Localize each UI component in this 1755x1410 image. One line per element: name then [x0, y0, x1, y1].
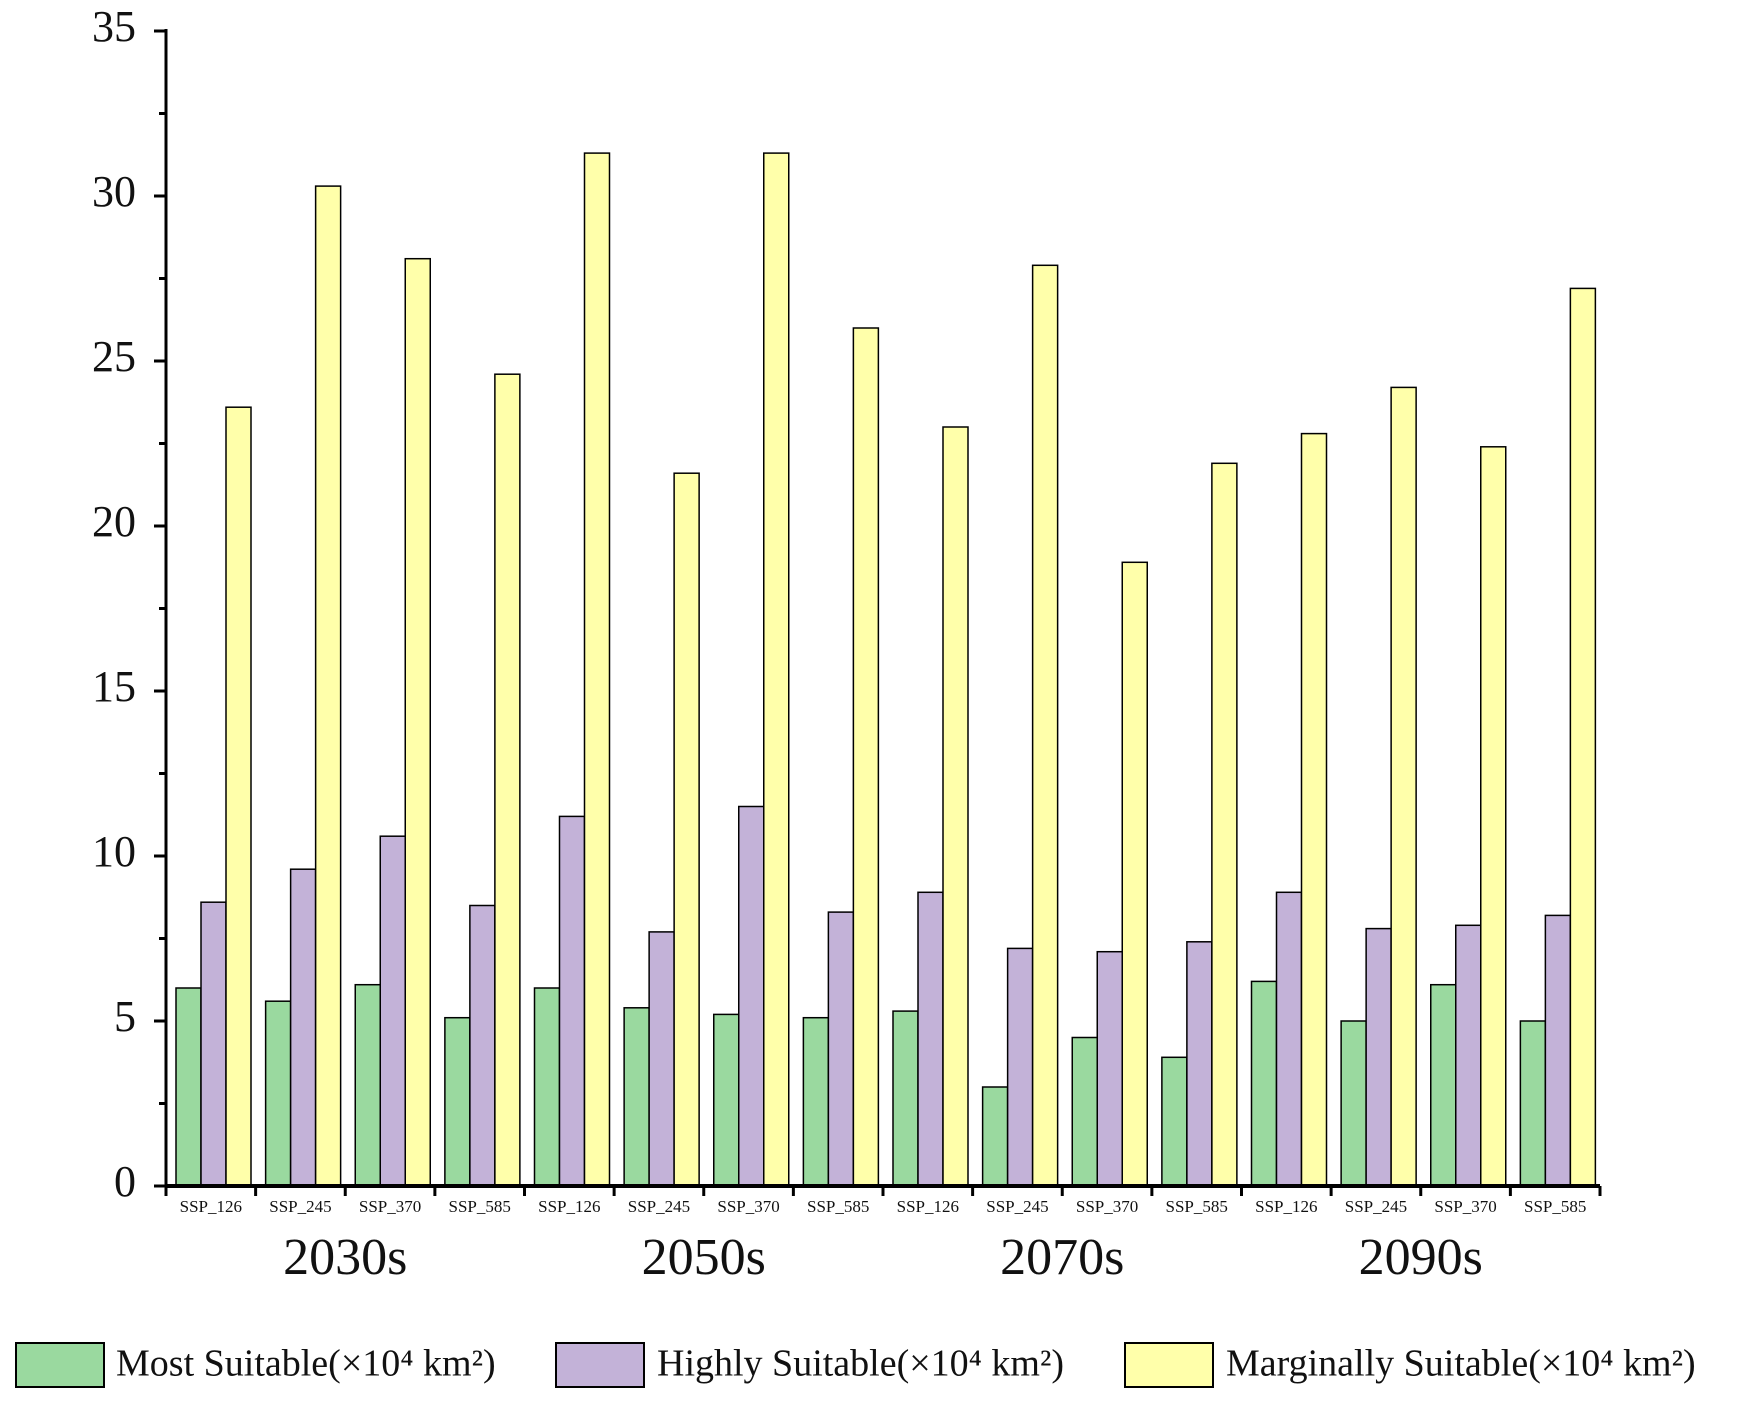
- bar: [314, 185, 342, 1187]
- bar: [225, 406, 252, 1187]
- bar: [264, 1000, 292, 1187]
- bar: [1031, 264, 1059, 1187]
- x-tick-label: SSP_245: [269, 1197, 331, 1216]
- legend-swatch: [1124, 1342, 1214, 1388]
- bar: [1275, 891, 1303, 1187]
- y-tick-label: 5: [114, 992, 136, 1041]
- y-tick-label: 0: [114, 1157, 136, 1206]
- bar: [558, 815, 586, 1187]
- bar: [1071, 1036, 1098, 1187]
- legend-label: Most Suitable(×10⁴ km²): [116, 1343, 496, 1385]
- y-tick-label: 30: [92, 167, 136, 216]
- bar: [444, 1016, 471, 1187]
- bar: [404, 257, 431, 1187]
- y-tick-label: 10: [92, 827, 136, 876]
- legend-swatch: [555, 1342, 645, 1388]
- x-tick-label: SSP_126: [1255, 1197, 1317, 1216]
- bar: [1250, 980, 1278, 1187]
- bar: [469, 904, 496, 1187]
- bar: [1365, 927, 1392, 1187]
- y-tick-label: 15: [92, 662, 136, 711]
- x-tick-label: SSP_126: [180, 1197, 242, 1216]
- x-tick-label: SSP_370: [717, 1197, 779, 1216]
- x-tick-label: SSP_245: [986, 1197, 1048, 1216]
- bar: [1480, 446, 1507, 1187]
- bar: [1519, 1020, 1547, 1187]
- bar: [354, 983, 381, 1187]
- bar: [1121, 561, 1148, 1187]
- bar: [917, 891, 944, 1187]
- bar: [942, 426, 969, 1187]
- x-tick-label: SSP_126: [897, 1197, 959, 1216]
- legend-label: Marginally Suitable(×10⁴ km²): [1226, 1343, 1696, 1385]
- bar: [289, 868, 317, 1187]
- bar: [379, 835, 406, 1187]
- x-tick-label: SSP_245: [1345, 1197, 1407, 1216]
- x-tick-label: SSP_126: [538, 1197, 600, 1216]
- bar: [494, 373, 521, 1187]
- legend-swatch: [15, 1342, 105, 1388]
- x-tick-label: SSP_370: [359, 1197, 421, 1216]
- bar: [827, 911, 855, 1187]
- bar: [1211, 462, 1238, 1187]
- x-tick-label: SSP_585: [1524, 1197, 1586, 1216]
- bar: [1390, 386, 1417, 1187]
- bar: [1544, 914, 1572, 1187]
- x-tick-label: SSP_245: [628, 1197, 690, 1216]
- y-tick-label: 20: [92, 497, 136, 546]
- group-label: 2050s: [642, 1229, 766, 1286]
- group-label: 2030s: [283, 1229, 407, 1286]
- bar: [1430, 983, 1457, 1187]
- bar: [200, 901, 227, 1187]
- group-label: 2070s: [1000, 1229, 1124, 1286]
- bar: [1006, 947, 1034, 1187]
- bar: [802, 1016, 830, 1187]
- y-tick-label: 35: [92, 2, 136, 51]
- bar: [1300, 432, 1328, 1187]
- bar: [1161, 1056, 1188, 1187]
- bar: [738, 805, 765, 1187]
- bar: [1455, 924, 1482, 1187]
- x-tick-label: SSP_585: [449, 1197, 511, 1216]
- x-tick-label: SSP_585: [807, 1197, 869, 1216]
- bar: [648, 931, 675, 1187]
- legend-label: Highly Suitable(×10⁴ km²): [657, 1343, 1064, 1385]
- x-tick-label: SSP_585: [1166, 1197, 1228, 1216]
- bar: [1096, 950, 1123, 1187]
- bar: [175, 987, 202, 1187]
- group-label: 2090s: [1359, 1229, 1483, 1286]
- bar: [533, 987, 561, 1187]
- bar: [852, 327, 880, 1187]
- bar: [763, 152, 790, 1187]
- bar: [623, 1007, 650, 1187]
- x-tick-label: SSP_370: [1076, 1197, 1138, 1216]
- bar: [713, 1013, 740, 1187]
- y-tick-label: 25: [92, 332, 136, 381]
- bar: [1340, 1020, 1367, 1187]
- bar: [673, 472, 700, 1187]
- bar: [1186, 941, 1213, 1187]
- bar: [892, 1010, 919, 1187]
- bar: [981, 1086, 1009, 1187]
- bar: [583, 152, 611, 1187]
- x-tick-label: SSP_370: [1434, 1197, 1496, 1216]
- bar: [1569, 287, 1597, 1187]
